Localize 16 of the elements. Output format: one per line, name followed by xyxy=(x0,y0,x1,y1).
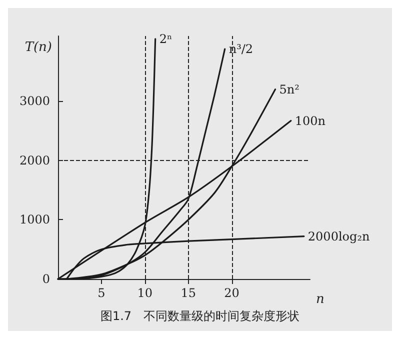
y-tick-label: 0 xyxy=(42,272,50,286)
series-label: 2ⁿ xyxy=(159,32,172,46)
x-tick-label: 10 xyxy=(137,286,153,300)
series-label: n³/2 xyxy=(228,42,254,56)
text: 图1.7 不同数量级的时间复杂度形状 xyxy=(100,309,300,323)
x-tick-label: 15 xyxy=(180,286,196,300)
x-tick-label: 20 xyxy=(224,286,240,300)
y-tick-label: 2000 xyxy=(19,153,50,168)
y-tick-label: 1000 xyxy=(19,212,50,227)
series-label: 2000log₂n xyxy=(308,229,370,244)
x-axis-title: n xyxy=(316,292,324,307)
y-tick-label: 3000 xyxy=(19,94,50,108)
series-label: 5n² xyxy=(279,82,300,96)
y-axis-title: T(n) xyxy=(24,40,52,55)
series-label: 100n xyxy=(294,114,326,128)
x-tick-label: 5 xyxy=(98,286,106,300)
